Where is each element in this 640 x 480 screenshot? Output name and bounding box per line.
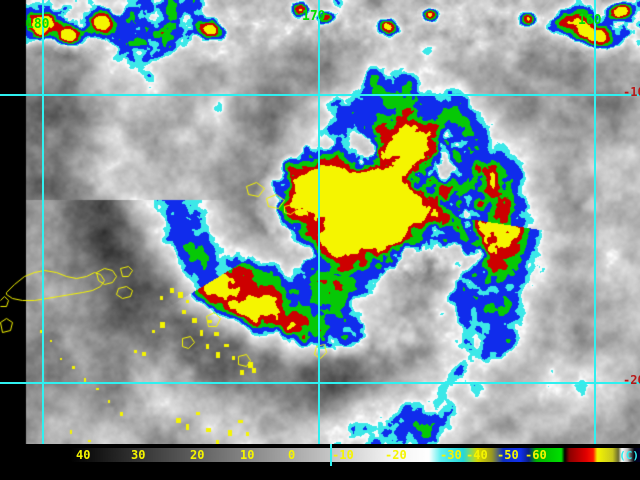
latitude-label--10: -10 [623,85,640,99]
colorbar-zero-tick [330,444,332,466]
temperature-colorbar[interactable] [70,448,640,462]
satellite-image-area [0,0,640,444]
colorbar-wrapper: 40 30 20 10 0 -10 -20 -30 -40 -50 -60 (C) [0,444,640,466]
colorbar-tick-3: 10 [240,448,255,462]
colorbar-tick-10: -60 [525,448,547,462]
colorbar-tick-0: 40 [76,448,91,462]
longitude-label-160: 160 [578,13,602,28]
colorbar-tick-5: -10 [332,448,354,462]
longitude-label-180: 180 [26,17,50,32]
colorbar-tick-1: 30 [131,448,146,462]
colorbar-tick-6: -20 [385,448,407,462]
colorbar-tick-2: 20 [190,448,205,462]
colorbar-canvas [70,448,640,462]
colorbar-unit-label: (C) [619,449,639,462]
colorbar-tick-4: 0 [288,448,296,462]
longitude-label-170: 170 [302,9,326,24]
latitude-label--20: -20 [623,373,640,387]
infrared-satellite-canvas [0,0,640,444]
colorbar-tick-7: -30 [440,448,462,462]
colorbar-tick-9: -50 [497,448,519,462]
colorbar-tick-8: -40 [466,448,488,462]
